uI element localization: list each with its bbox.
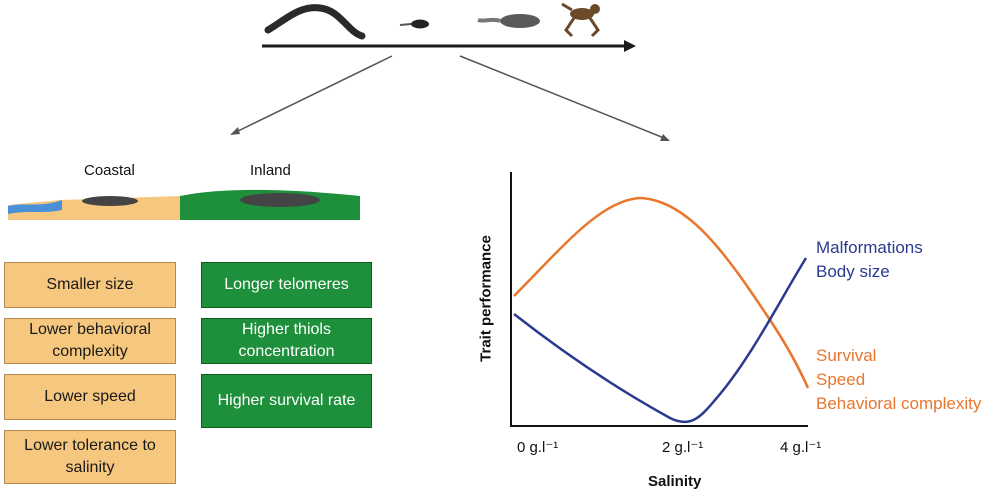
coastal-label: Coastal	[84, 162, 135, 179]
coastal-trait-speed: Lower speed	[4, 374, 176, 420]
label-behavioral-complexity: Behavioral complexity	[816, 394, 982, 414]
orange-curve	[513, 196, 810, 389]
embryo-icon	[399, 19, 429, 29]
inland-habitat	[180, 189, 360, 220]
label-body-size: Body size	[816, 262, 890, 282]
coastal-trait-size: Smaller size	[4, 262, 176, 308]
tick-4: 4 g.l⁻¹	[780, 439, 822, 456]
x-axis-label: Salinity	[648, 473, 702, 490]
coastal-trait-tolerance: Lower tolerance to salinity	[4, 430, 176, 484]
inland-trait-telomeres: Longer telomeres	[201, 262, 372, 308]
label-malformations: Malformations	[816, 238, 923, 257]
label-speed: Speed	[816, 370, 866, 390]
inland-trait-survival: Higher survival rate	[201, 374, 372, 428]
label-survival: Survival	[816, 346, 877, 365]
y-axis-label: Trait performance	[477, 235, 495, 362]
coastal-habitat	[8, 196, 180, 220]
blue-series-labels: Malformations Body size	[816, 236, 923, 284]
eggs-string-icon	[264, 4, 366, 40]
tick-2: 2 g.l⁻¹	[662, 439, 704, 456]
inland-label: Inland	[250, 162, 291, 179]
coastal-trait-behavior: Lower behavioral complexity	[4, 318, 176, 364]
tick-0: 0 g.l⁻¹	[517, 439, 559, 456]
orange-series-labels: Survival Speed Behavioral complexity	[816, 344, 981, 416]
tadpole-icon	[477, 14, 540, 28]
froglet-icon	[561, 2, 600, 38]
inland-trait-thiols: Higher thiols concentration	[201, 318, 372, 364]
trait-chart	[510, 172, 810, 427]
blue-curve	[513, 257, 808, 424]
